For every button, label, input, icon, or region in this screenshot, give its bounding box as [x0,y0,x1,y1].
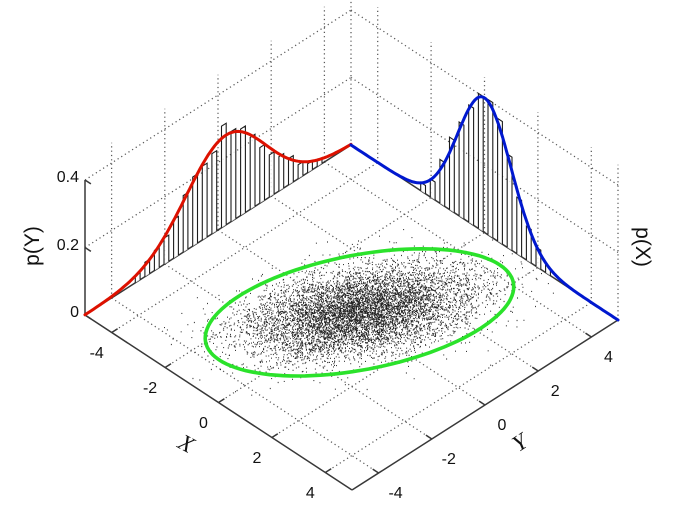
x-tick-label-3: 2 [252,449,262,467]
pY-axis-label: p(Y) [21,226,44,266]
pY-tick-label-0: 0 [70,304,79,321]
marginal-pY-curve [83,129,353,317]
marginal-pX-curve [349,95,620,322]
x-tick-label-0: -4 [89,344,104,362]
marginal-pX [349,92,620,322]
x-tick-label-2: 0 [199,414,208,432]
y-tick-label-0: -4 [388,485,403,502]
marginal-pY [83,122,353,317]
y-tick-label-4: 4 [603,349,613,366]
y-tick-label-1: -2 [441,451,456,468]
y-tick-label-3: 2 [550,383,560,400]
pY-tick-label-1: 0.2 [56,236,79,254]
x-tick-label-4: 4 [305,484,315,502]
y-tick-label-2: 0 [497,417,507,434]
scatter-points [164,229,554,396]
wall-grid [84,0,619,320]
confidence-ellipse [203,246,516,378]
x-tick-label-1: -2 [142,379,158,397]
pY-tick-label-2: 0.4 [56,169,79,186]
pX-axis-label: p(X) [631,227,654,267]
